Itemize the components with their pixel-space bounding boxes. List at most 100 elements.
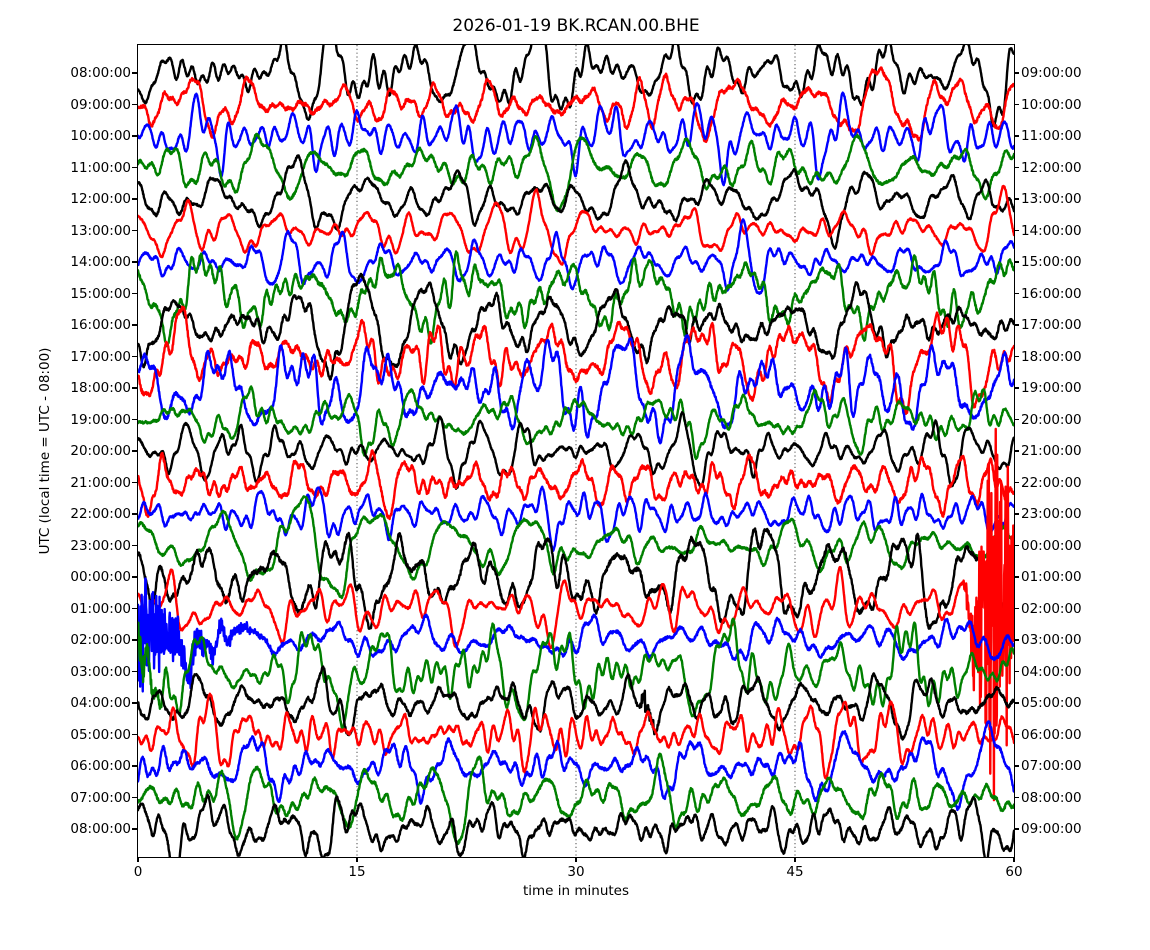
local-time-label: 00:00:00 <box>1021 537 1082 554</box>
plot-area <box>136 43 1015 858</box>
right-tick-mark <box>1014 387 1019 389</box>
utc-time-label: 22:00:00 <box>70 506 131 522</box>
left-tick-mark <box>132 324 137 326</box>
x-tick-label: 0 <box>133 864 143 880</box>
bottom-tick-mark <box>137 857 139 862</box>
right-tick-mark <box>1014 796 1019 799</box>
local-time-label: 10:00:00 <box>1021 96 1082 113</box>
bottom-tick-mark <box>356 857 358 862</box>
utc-time-label: 13:00:00 <box>70 222 131 239</box>
local-time-label: 21:00:00 <box>1021 443 1082 459</box>
utc-time-label: 02:00:00 <box>70 632 131 648</box>
left-tick-mark <box>132 702 137 704</box>
utc-time-label: 05:00:00 <box>70 726 131 743</box>
local-time-label: 04:00:00 <box>1021 663 1082 680</box>
utc-time-label: 23:00:00 <box>70 537 131 554</box>
right-tick-mark <box>1014 733 1019 736</box>
chart-title: 2026-01-19 BK.RCAN.00.BHE <box>452 16 700 36</box>
utc-time-label: 04:00:00 <box>70 695 131 711</box>
utc-time-label: 06:00:00 <box>70 758 131 774</box>
left-tick-mark <box>132 733 137 736</box>
utc-time-label: 15:00:00 <box>70 285 131 302</box>
right-tick-mark <box>1014 261 1019 263</box>
local-time-label: 03:00:00 <box>1021 632 1082 648</box>
left-tick-mark <box>132 670 137 673</box>
x-tick-label: 60 <box>1005 864 1023 880</box>
right-tick-mark <box>1014 513 1019 515</box>
utc-time-label: 09:00:00 <box>70 96 131 113</box>
utc-time-label: 11:00:00 <box>70 159 131 176</box>
left-tick-mark <box>132 229 137 232</box>
local-time-label: 09:00:00 <box>1021 65 1082 81</box>
local-time-label: 07:00:00 <box>1021 758 1082 774</box>
local-time-label: 05:00:00 <box>1021 695 1082 711</box>
right-tick-mark <box>1014 639 1019 641</box>
local-time-label: 08:00:00 <box>1021 789 1082 806</box>
utc-time-label: 21:00:00 <box>70 474 131 491</box>
utc-time-label: 08:00:00 <box>70 65 131 81</box>
right-tick-mark <box>1014 828 1019 830</box>
left-tick-mark <box>132 513 137 515</box>
left-tick-mark <box>132 607 137 610</box>
local-time-label: 17:00:00 <box>1021 317 1082 333</box>
right-tick-mark <box>1014 355 1019 358</box>
x-axis-label: time in minutes <box>522 883 630 899</box>
utc-time-label: 12:00:00 <box>70 191 131 207</box>
bottom-tick-mark <box>794 857 796 862</box>
utc-time-label: 19:00:00 <box>70 411 131 428</box>
right-tick-mark <box>1014 576 1019 578</box>
right-tick-mark <box>1014 702 1019 704</box>
right-tick-mark <box>1014 103 1019 106</box>
right-tick-mark <box>1014 166 1019 169</box>
x-tick-label: 15 <box>348 864 366 880</box>
right-tick-mark <box>1014 135 1019 137</box>
utc-time-label: 07:00:00 <box>70 789 131 806</box>
local-time-label: 22:00:00 <box>1021 474 1082 491</box>
left-tick-mark <box>132 135 137 137</box>
utc-time-label: 14:00:00 <box>70 254 131 270</box>
x-tick-label: 45 <box>786 864 804 880</box>
left-tick-mark <box>132 418 137 421</box>
utc-time-label: 18:00:00 <box>70 380 131 396</box>
local-time-label: 20:00:00 <box>1021 411 1082 428</box>
right-tick-mark <box>1014 72 1019 74</box>
left-tick-mark <box>132 387 137 389</box>
left-tick-mark <box>132 166 137 169</box>
utc-time-label: 20:00:00 <box>70 443 131 459</box>
left-tick-mark <box>132 261 137 263</box>
left-tick-mark <box>132 765 137 767</box>
left-tick-mark <box>132 103 137 106</box>
left-tick-mark <box>132 828 137 830</box>
left-tick-mark <box>132 544 137 547</box>
local-time-label: 06:00:00 <box>1021 726 1082 743</box>
right-tick-mark <box>1014 765 1019 767</box>
right-tick-mark <box>1014 450 1019 452</box>
right-tick-mark <box>1014 198 1019 200</box>
local-time-label: 01:00:00 <box>1021 569 1082 585</box>
bottom-tick-mark <box>575 857 577 862</box>
local-time-label: 14:00:00 <box>1021 222 1082 239</box>
local-time-label: 13:00:00 <box>1021 191 1082 207</box>
local-time-label: 09:00:00 <box>1021 821 1082 837</box>
right-tick-mark <box>1014 670 1019 673</box>
local-time-label: 18:00:00 <box>1021 348 1082 365</box>
left-tick-mark <box>132 796 137 799</box>
local-time-label: 23:00:00 <box>1021 506 1082 522</box>
utc-time-label: 17:00:00 <box>70 348 131 365</box>
local-time-label: 02:00:00 <box>1021 600 1082 617</box>
utc-time-label: 00:00:00 <box>70 569 131 585</box>
local-time-label: 11:00:00 <box>1021 128 1082 144</box>
local-time-label: 12:00:00 <box>1021 159 1082 176</box>
right-tick-mark <box>1014 481 1019 484</box>
bottom-tick-mark <box>1013 857 1015 862</box>
left-tick-mark <box>132 639 137 641</box>
local-time-label: 15:00:00 <box>1021 254 1082 270</box>
left-tick-mark <box>132 72 137 74</box>
seismogram-canvas <box>137 44 1014 857</box>
right-tick-mark <box>1014 607 1019 610</box>
local-time-label: 19:00:00 <box>1021 380 1082 396</box>
left-tick-mark <box>132 481 137 484</box>
utc-time-label: 01:00:00 <box>70 600 131 617</box>
left-tick-mark <box>132 576 137 578</box>
